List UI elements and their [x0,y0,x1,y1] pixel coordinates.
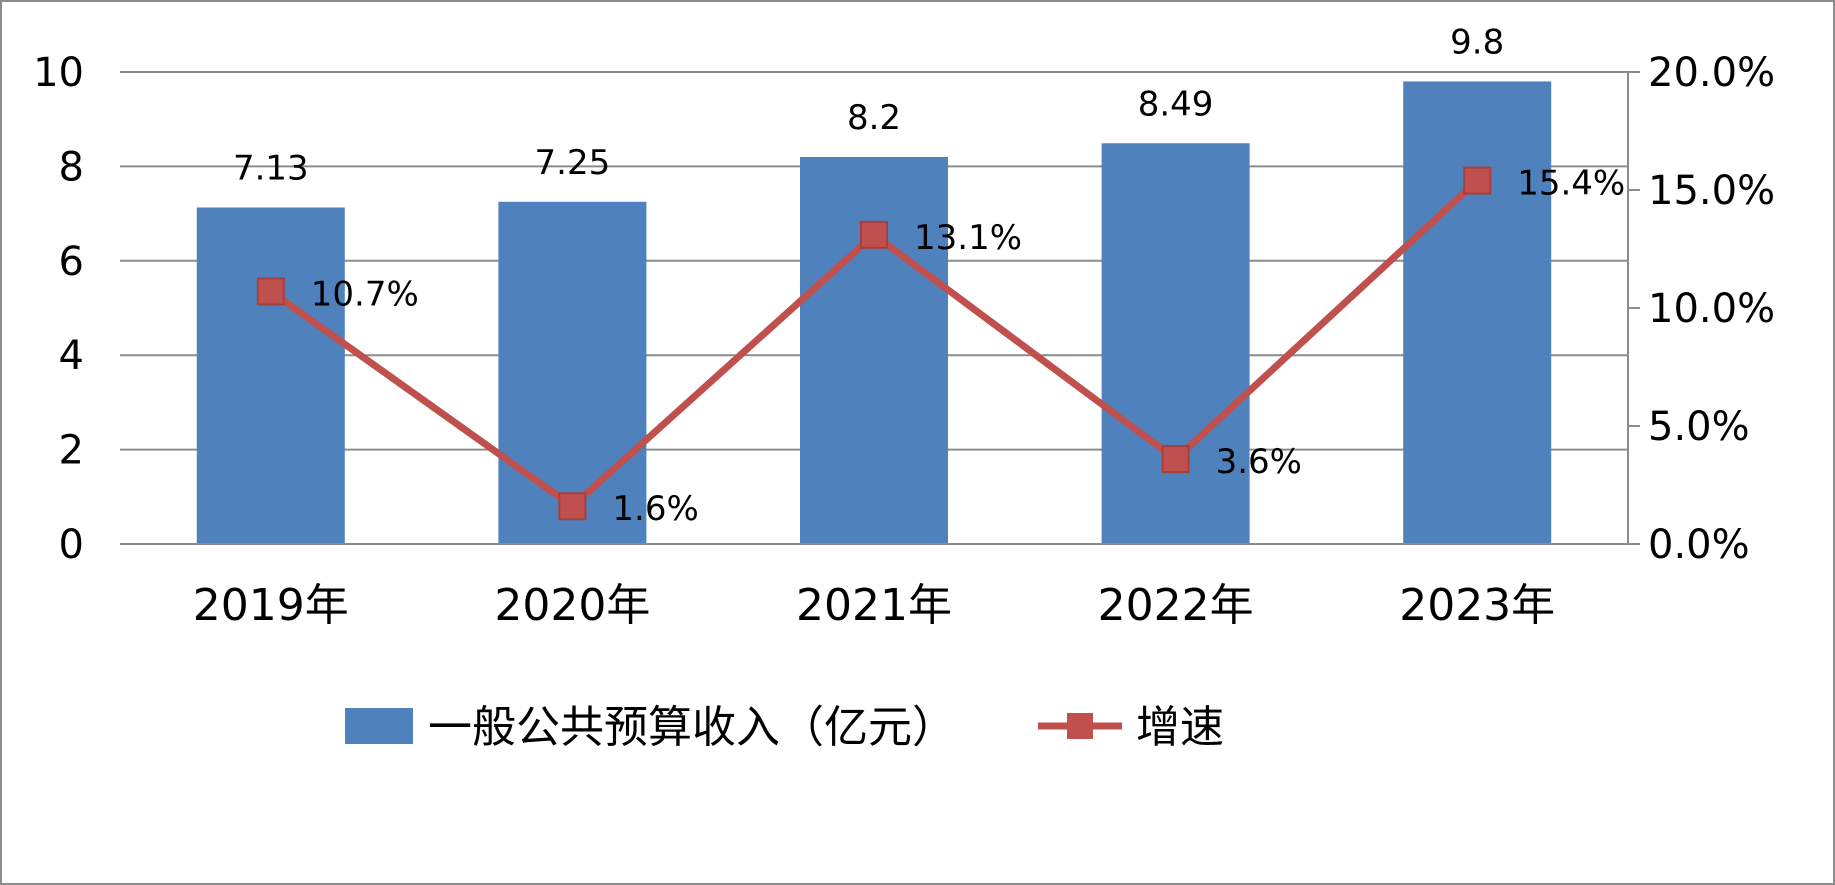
bar [498,201,647,545]
legend-label-line: 增速 [1136,702,1224,753]
line-data-label: 13.1% [914,218,1022,258]
line-marker [256,277,285,306]
y-right-tick-label: 0.0% [1648,522,1750,568]
line-data-label: 3.6% [1216,442,1302,482]
legend-swatch-bar [345,708,413,744]
bar-data-label: 8.49 [1138,84,1214,124]
axes: 0 2 4 6 8 10 0.0% 5.0% 10.0% 15.0% 20.0% 2019年 2020年… [33,50,1775,631]
line-data-label: 1.6% [612,489,698,529]
legend: 一般公共预算收入（亿元） 增速 [345,702,1224,753]
bar-data-label: 7.25 [535,143,611,183]
line-marker [1161,445,1190,474]
x-tick-label: 2023年 [1399,580,1555,631]
line-marker [860,220,888,249]
bar-data-label: 8.2 [847,98,901,138]
x-tick-label: 2022年 [1098,580,1254,631]
data-labels: 7.13 7.25 8.2 8.49 9.8 10.7% 1.6% 13.1% 3.6% 15.4… [233,22,1625,529]
line-marker [1463,166,1492,195]
y-left-tick-label: 8 [59,144,84,190]
line-series [256,166,1492,521]
y-right-tick-label: 20.0% [1648,50,1775,96]
y-right-tick-label: 15.0% [1648,168,1775,214]
bar [196,207,345,545]
legend-marker-line [1067,713,1093,739]
line-marker [558,492,587,521]
bar [1101,143,1250,544]
y-left-tick-label: 10 [33,50,84,96]
y-left-tick-label: 4 [59,333,84,379]
y-left-tick-label: 0 [59,522,84,568]
line-data-label: 15.4% [1517,164,1625,204]
y-right-tick-label: 5.0% [1648,404,1750,450]
legend-label-bar: 一般公共预算收入（亿元） [428,702,956,753]
y-left-tick-label: 2 [59,428,84,474]
bar [1403,81,1552,544]
x-tick-label: 2019年 [193,580,349,631]
x-tick-label: 2021年 [796,580,952,631]
y-left-tick-label: 6 [59,239,84,285]
line-data-label: 10.7% [311,274,419,314]
bar-data-label: 7.13 [233,148,309,188]
x-tick-label: 2020年 [494,580,650,631]
bar [800,156,948,544]
y-right-tick-label: 10.0% [1648,286,1775,332]
bar-data-label: 9.8 [1450,22,1504,62]
